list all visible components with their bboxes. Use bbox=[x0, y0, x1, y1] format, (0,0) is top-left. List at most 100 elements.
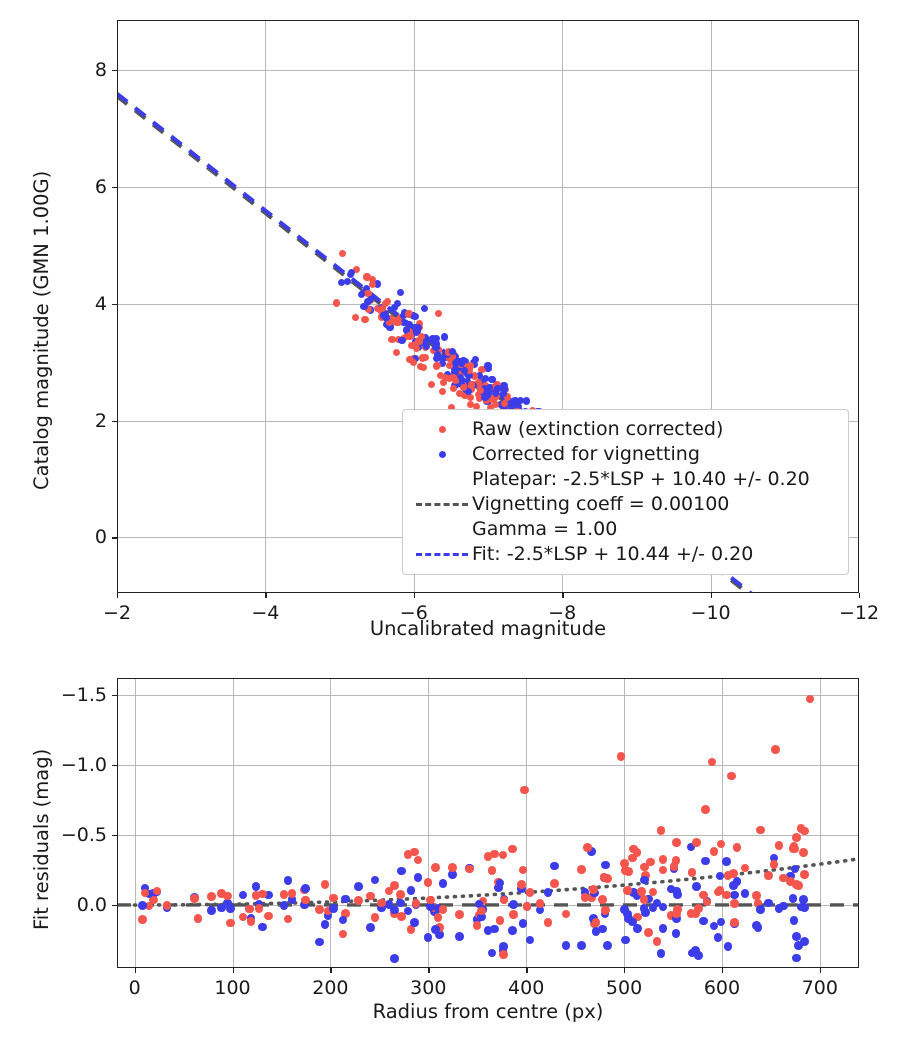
data-point-raw bbox=[436, 372, 445, 380]
residual-point-corrected bbox=[223, 898, 232, 908]
residual-point-raw bbox=[258, 889, 267, 899]
top-xticklabel: −2 bbox=[102, 602, 132, 624]
residual-point-raw bbox=[652, 937, 662, 946]
residual-point-raw bbox=[279, 889, 289, 899]
residual-point-corrected bbox=[217, 903, 226, 913]
residual-point-corrected bbox=[800, 937, 809, 946]
residual-point-corrected bbox=[472, 915, 482, 925]
residual-point-raw-outlier bbox=[616, 752, 626, 761]
top-gridline-x bbox=[265, 20, 267, 593]
residual-point-raw bbox=[779, 873, 788, 883]
residual-point-corrected bbox=[624, 914, 633, 923]
data-point-raw bbox=[467, 381, 475, 389]
data-point-raw bbox=[419, 363, 427, 371]
residual-point-corrected bbox=[658, 902, 668, 912]
fit-residuals-plot bbox=[117, 678, 859, 968]
data-point-raw bbox=[416, 319, 424, 327]
top-gridline-x bbox=[562, 20, 564, 593]
data-point-corrected bbox=[485, 384, 493, 392]
residual-point-raw bbox=[499, 949, 508, 959]
residual-point-raw bbox=[438, 905, 448, 914]
data-point-raw bbox=[461, 391, 469, 399]
residual-point-corrected bbox=[799, 895, 809, 905]
residual-point-raw bbox=[509, 910, 518, 919]
data-point-raw bbox=[501, 400, 509, 408]
residual-point-raw bbox=[729, 869, 738, 878]
residual-point-raw bbox=[217, 889, 226, 898]
data-point-raw bbox=[418, 333, 426, 341]
data-point-corrected bbox=[399, 311, 408, 319]
residual-point-corrected bbox=[774, 904, 784, 913]
bottom-xtick bbox=[526, 968, 528, 973]
residual-point-corrected bbox=[254, 899, 264, 909]
residual-point-raw-outlier bbox=[727, 771, 737, 781]
data-point-raw bbox=[368, 280, 376, 288]
data-point-corrected bbox=[483, 392, 491, 400]
data-point-raw bbox=[363, 273, 371, 281]
top-ytick bbox=[112, 69, 117, 72]
residual-point-corrected bbox=[483, 926, 493, 936]
residual-point-corrected bbox=[258, 922, 267, 932]
residual-point-corrected bbox=[384, 900, 394, 909]
top-xtick bbox=[413, 593, 416, 598]
residual-point-corrected bbox=[535, 905, 545, 915]
residual-point-raw bbox=[656, 826, 666, 835]
residual-point-raw bbox=[686, 909, 696, 918]
data-point-raw bbox=[406, 332, 414, 340]
residual-point-corrected bbox=[323, 911, 333, 920]
bottom-xtick bbox=[428, 968, 430, 973]
residual-point-raw bbox=[633, 912, 643, 922]
residual-point-raw bbox=[646, 857, 656, 867]
bottom-xtick bbox=[624, 968, 626, 973]
residual-point-corrected bbox=[713, 933, 723, 942]
residual-point-corrected bbox=[516, 884, 526, 893]
residual-point-corrected bbox=[700, 856, 710, 866]
residual-point-raw bbox=[472, 921, 482, 930]
data-point-corrected bbox=[432, 334, 441, 343]
data-point-corrected bbox=[362, 284, 371, 292]
data-point-corrected bbox=[358, 290, 366, 298]
data-point-corrected bbox=[451, 365, 459, 373]
data-point-raw bbox=[364, 290, 372, 298]
data-point-corrected bbox=[367, 295, 375, 303]
top-xaxis-title: Uncalibrated magnitude bbox=[369, 617, 607, 640]
bottom-ytick bbox=[112, 904, 117, 907]
data-point-raw bbox=[445, 361, 453, 370]
data-point-corrected bbox=[464, 387, 472, 396]
residual-point-raw bbox=[800, 870, 809, 879]
data-point-raw bbox=[353, 265, 361, 273]
data-point-raw bbox=[413, 344, 421, 352]
bottom-yticklabel: −1.0 bbox=[60, 753, 107, 776]
residual-point-corrected bbox=[600, 860, 610, 870]
residual-point-raw bbox=[591, 918, 601, 927]
data-point-corrected bbox=[449, 347, 457, 356]
residual-point-raw bbox=[672, 909, 682, 919]
residual-point-raw bbox=[338, 929, 348, 939]
top-xticklabel: −10 bbox=[690, 602, 731, 624]
residual-point-raw bbox=[238, 912, 248, 922]
residual-point-raw bbox=[329, 893, 338, 903]
data-point-corrected bbox=[463, 378, 471, 386]
residual-point-raw bbox=[622, 886, 632, 895]
legend-label-fit: Fit: -2.5*LSP + 10.44 +/- 0.20 bbox=[472, 543, 754, 565]
data-point-corrected bbox=[337, 278, 346, 286]
blue-dashed-line-icon bbox=[416, 553, 468, 556]
residual-point-corrected bbox=[729, 890, 739, 900]
data-point-raw bbox=[388, 336, 396, 344]
residual-point-corrected bbox=[300, 900, 309, 910]
residual-point-corrected bbox=[366, 923, 375, 932]
data-point-raw bbox=[364, 305, 372, 313]
data-point-raw bbox=[475, 378, 483, 386]
residual-point-corrected bbox=[376, 903, 386, 913]
top-yticklabel: 0 bbox=[94, 526, 107, 549]
residual-point-raw bbox=[508, 844, 517, 854]
residual-point-raw bbox=[673, 905, 682, 914]
residual-point-corrected bbox=[370, 875, 380, 885]
residual-point-raw bbox=[732, 843, 742, 852]
residual-point-raw bbox=[423, 878, 433, 887]
data-point-raw bbox=[470, 372, 478, 380]
residual-point-raw bbox=[283, 914, 293, 924]
residual-point-corrected bbox=[279, 901, 289, 910]
residual-point-corrected bbox=[723, 942, 733, 951]
